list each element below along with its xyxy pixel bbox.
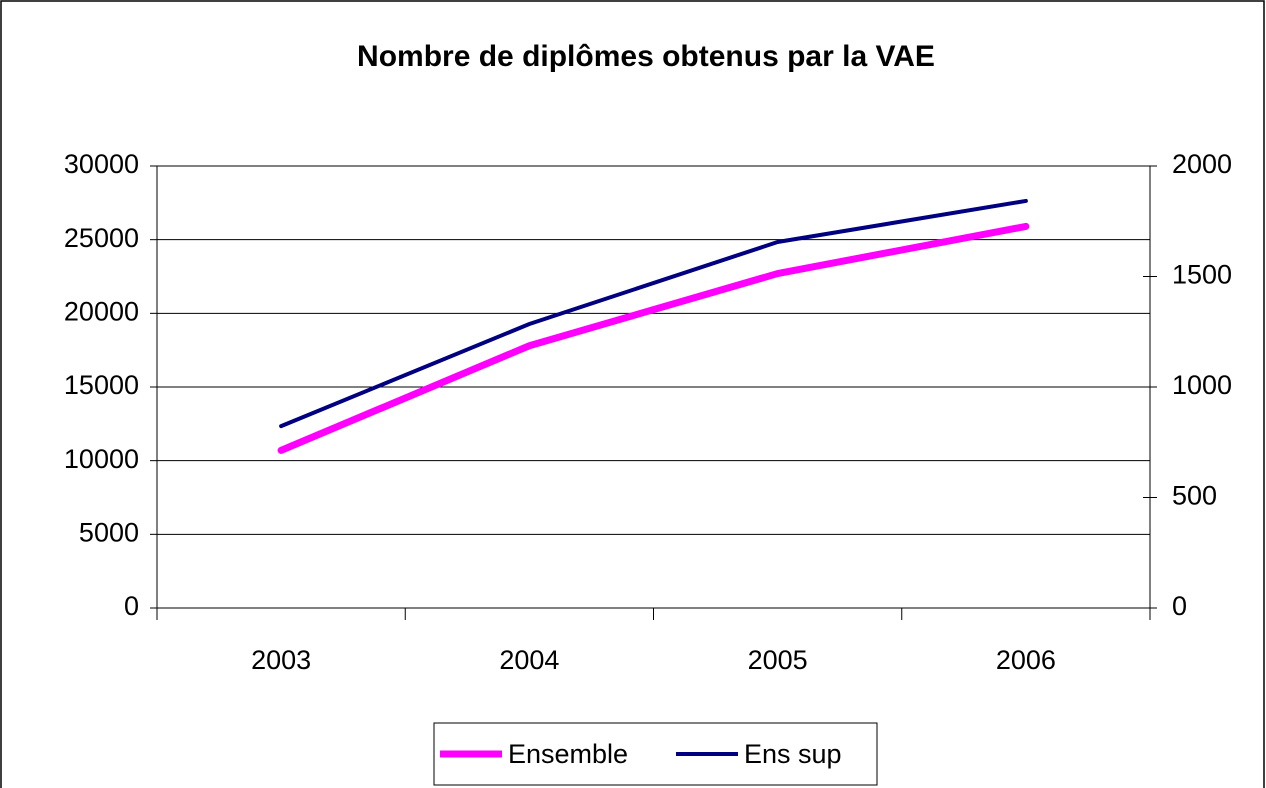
line-series: [279, 198, 1028, 429]
chart-title: Nombre de diplômes obtenus par la VAE: [357, 40, 935, 73]
x-tick-label: 2003: [251, 645, 311, 675]
y-tick-label: 20000: [64, 296, 139, 326]
y2-tick-label: 2000: [1172, 149, 1232, 179]
legend-box: [433, 722, 878, 786]
x-tick-label: 2006: [996, 645, 1056, 675]
y-tick-label: 15000: [64, 370, 139, 400]
y2-tick-label: 0: [1172, 591, 1187, 621]
line-series: [277, 222, 1030, 454]
y-tick-label: 30000: [64, 149, 139, 179]
y2-tick-label: 1000: [1172, 370, 1232, 400]
x-tick-label: 2005: [748, 645, 808, 675]
legend-label: Ensemble: [508, 739, 628, 769]
y-tick-label: 0: [124, 591, 139, 621]
y-tick-label: 25000: [64, 223, 139, 253]
y2-tick-label: 1500: [1172, 260, 1232, 290]
legend-label: Ens sup: [744, 739, 842, 769]
y2-tick-label: 500: [1172, 481, 1217, 511]
y-tick-label: 10000: [64, 444, 139, 474]
y-tick-label: 5000: [79, 517, 139, 547]
x-tick-label: 2004: [499, 645, 559, 675]
